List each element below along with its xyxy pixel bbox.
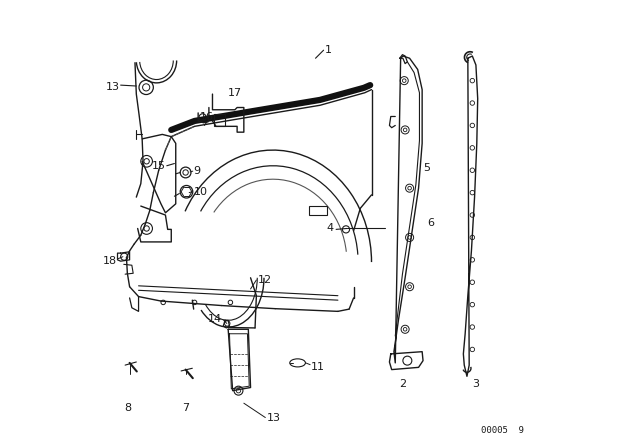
Text: 10: 10 bbox=[194, 187, 207, 197]
Text: 18: 18 bbox=[102, 256, 116, 266]
Text: 4: 4 bbox=[326, 224, 333, 233]
Bar bbox=[308, 206, 326, 215]
Text: 13: 13 bbox=[267, 413, 281, 422]
Text: 8: 8 bbox=[125, 403, 132, 413]
Text: 11: 11 bbox=[311, 362, 325, 372]
Bar bbox=[214, 114, 225, 126]
Text: 14: 14 bbox=[208, 314, 222, 324]
Text: 9: 9 bbox=[194, 166, 201, 176]
Text: 17: 17 bbox=[228, 88, 242, 98]
Text: 12: 12 bbox=[258, 275, 272, 285]
Text: 16: 16 bbox=[200, 112, 214, 122]
Text: 1: 1 bbox=[324, 45, 332, 55]
Text: 15: 15 bbox=[152, 161, 165, 171]
Text: 5: 5 bbox=[423, 163, 430, 173]
Text: 2: 2 bbox=[399, 379, 406, 388]
Text: 13: 13 bbox=[106, 82, 120, 92]
Text: 6: 6 bbox=[428, 218, 435, 228]
Text: 00005  9: 00005 9 bbox=[481, 426, 524, 435]
Text: 7: 7 bbox=[182, 403, 189, 413]
Text: 3: 3 bbox=[472, 379, 479, 388]
